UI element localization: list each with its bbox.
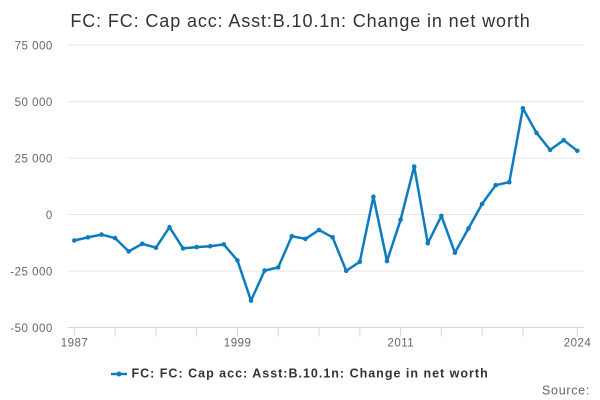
svg-text:1999: 1999 xyxy=(224,338,252,350)
svg-text:FC: FC: Cap acc: Asst:B.10.1n:: FC: FC: Cap acc: Asst:B.10.1n: Change in… xyxy=(70,11,530,31)
svg-text:2011: 2011 xyxy=(387,338,414,350)
svg-text:25 000: 25 000 xyxy=(15,153,53,165)
svg-text:FC: FC: Cap acc: Asst:B.10.1n:: FC: FC: Cap acc: Asst:B.10.1n: Change in… xyxy=(132,367,489,381)
svg-text:Source:: Source: xyxy=(542,384,590,398)
svg-text:-25 000: -25 000 xyxy=(10,266,53,278)
svg-text:0: 0 xyxy=(46,210,53,222)
svg-text:50 000: 50 000 xyxy=(15,97,53,109)
svg-text:-50 000: -50 000 xyxy=(10,323,53,335)
svg-text:2024: 2024 xyxy=(564,338,592,350)
svg-text:75 000: 75 000 xyxy=(15,40,53,52)
svg-text:1987: 1987 xyxy=(61,338,89,350)
